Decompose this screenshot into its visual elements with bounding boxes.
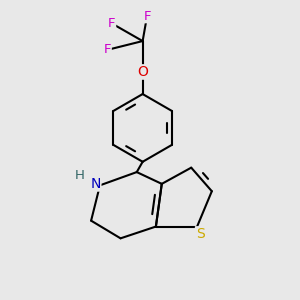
Text: F: F — [103, 44, 111, 56]
Text: O: O — [137, 65, 148, 79]
Text: S: S — [196, 227, 204, 241]
Text: F: F — [108, 17, 116, 30]
Text: N: N — [90, 177, 101, 191]
Text: F: F — [143, 10, 151, 22]
Text: H: H — [74, 169, 84, 182]
